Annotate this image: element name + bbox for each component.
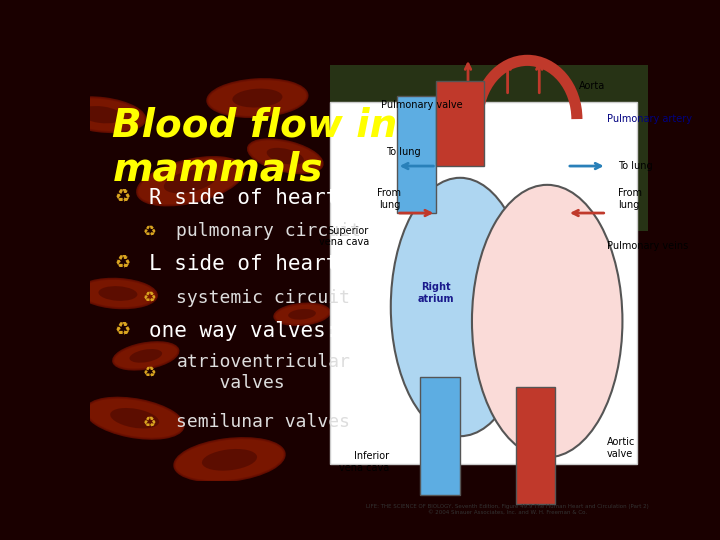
- Text: From
lung: From lung: [377, 188, 400, 210]
- Text: LIFE: THE SCIENCE OF BIOLOGY, Seventh Edition, Figure 49.9 The Human Heart and C: LIFE: THE SCIENCE OF BIOLOGY, Seventh Ed…: [366, 504, 649, 515]
- Bar: [397, 96, 436, 213]
- Text: ♻: ♻: [115, 255, 137, 273]
- Ellipse shape: [86, 398, 184, 438]
- Ellipse shape: [266, 148, 304, 165]
- Text: systemic circuit: systemic circuit: [176, 289, 351, 307]
- Text: L side of heart:: L side of heart:: [148, 254, 351, 274]
- Bar: [516, 387, 555, 504]
- Ellipse shape: [57, 97, 145, 132]
- Text: semilunar valves: semilunar valves: [176, 414, 351, 431]
- Ellipse shape: [207, 79, 307, 117]
- Ellipse shape: [163, 169, 217, 193]
- Bar: [330, 65, 648, 231]
- Ellipse shape: [130, 349, 162, 363]
- Text: ♻: ♻: [115, 322, 137, 340]
- Text: Aortic
valve: Aortic valve: [606, 437, 635, 459]
- Ellipse shape: [472, 185, 623, 457]
- Ellipse shape: [248, 139, 323, 173]
- Text: ♻: ♻: [115, 189, 137, 207]
- Text: atrioventricular
    valves: atrioventricular valves: [176, 353, 351, 392]
- Text: From
lung: From lung: [618, 188, 642, 210]
- Ellipse shape: [233, 89, 282, 107]
- Text: ♻: ♻: [143, 415, 161, 430]
- Text: Superior
vena cava: Superior vena cava: [319, 226, 369, 247]
- Text: Blood flow in
mammals: Blood flow in mammals: [112, 106, 397, 188]
- Text: ♻: ♻: [143, 290, 161, 305]
- Bar: [330, 102, 637, 464]
- Ellipse shape: [79, 279, 157, 308]
- Bar: [420, 377, 460, 495]
- Text: ♻: ♻: [143, 365, 161, 380]
- Text: pulmonary circuit: pulmonary circuit: [176, 222, 361, 240]
- Text: Aorta: Aorta: [579, 81, 605, 91]
- Ellipse shape: [391, 178, 529, 436]
- Text: one way valves:: one way valves:: [148, 321, 338, 341]
- Text: R side of heart:: R side of heart:: [148, 188, 351, 208]
- Text: ♻: ♻: [143, 224, 161, 239]
- Ellipse shape: [99, 286, 138, 301]
- Ellipse shape: [113, 342, 179, 369]
- Text: Right
atrium: Right atrium: [418, 282, 454, 303]
- Text: Pulmonary artery: Pulmonary artery: [606, 114, 692, 124]
- Ellipse shape: [174, 438, 284, 482]
- Ellipse shape: [202, 449, 257, 471]
- Ellipse shape: [274, 303, 330, 325]
- Ellipse shape: [288, 309, 316, 320]
- Ellipse shape: [110, 408, 159, 428]
- Ellipse shape: [137, 157, 244, 205]
- Ellipse shape: [79, 106, 123, 123]
- Text: Pulmonary veins: Pulmonary veins: [606, 241, 688, 251]
- Bar: [436, 82, 484, 166]
- Text: To lung: To lung: [386, 147, 420, 157]
- Text: Inferior
vena cava: Inferior vena cava: [338, 451, 389, 473]
- Text: To lung: To lung: [618, 161, 653, 171]
- Text: Pulmonary valve: Pulmonary valve: [381, 100, 462, 110]
